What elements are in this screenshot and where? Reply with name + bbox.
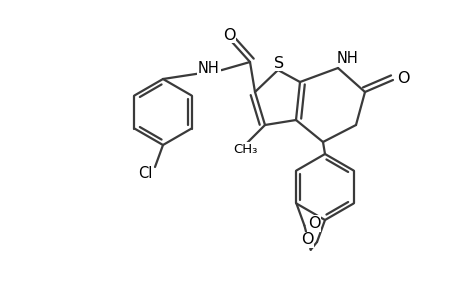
Text: NH: NH bbox=[336, 50, 358, 65]
Text: O: O bbox=[396, 70, 409, 86]
Text: S: S bbox=[274, 56, 284, 70]
Text: O: O bbox=[308, 216, 320, 231]
Text: CH₃: CH₃ bbox=[232, 142, 257, 155]
Text: O: O bbox=[300, 232, 313, 247]
Text: O: O bbox=[222, 28, 235, 43]
Text: Cl: Cl bbox=[138, 166, 152, 181]
Text: NH: NH bbox=[198, 61, 219, 76]
